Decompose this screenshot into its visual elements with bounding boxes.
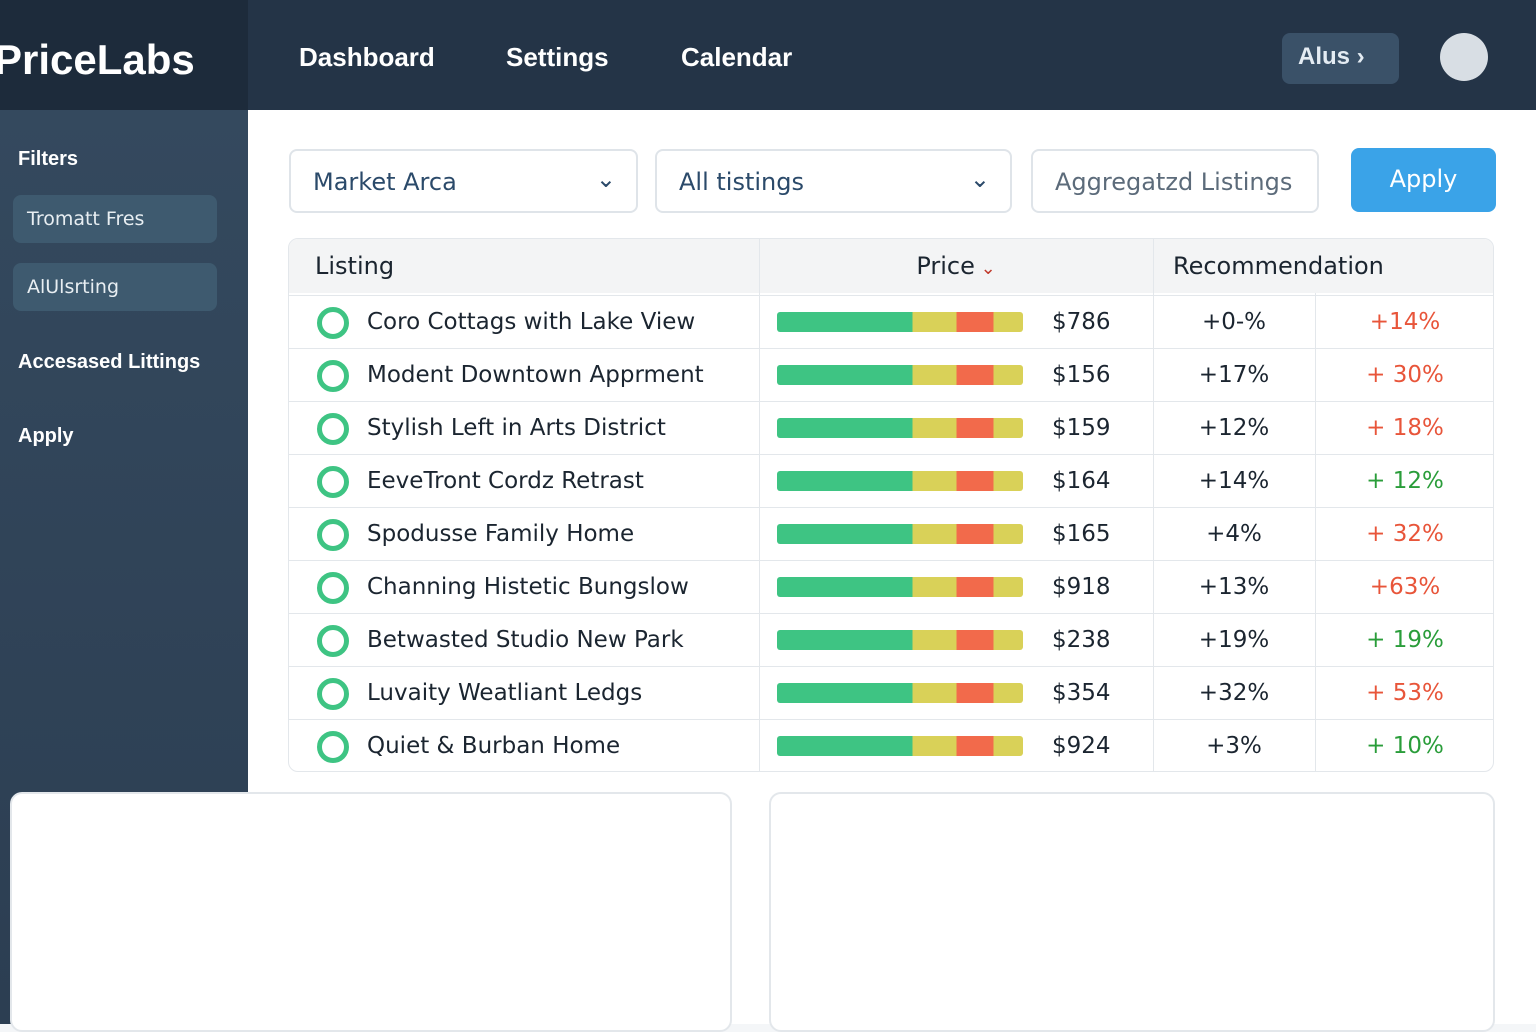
table-row[interactable]: Coro Cottags with Lake View $786 +0-% +14%: [289, 295, 1493, 348]
recommendation: +14%: [1369, 309, 1441, 335]
price: $918: [1052, 574, 1111, 600]
change: +19%: [1198, 627, 1270, 653]
sidebar-title: Filters: [18, 148, 79, 170]
price: $924: [1052, 733, 1111, 759]
listing-name: Spodusse Family Home: [367, 521, 635, 547]
column-divider: [1315, 293, 1316, 771]
dropdown-arrow: ⌄: [969, 165, 990, 193]
price-bar: [777, 418, 1023, 438]
listing-icon: [317, 678, 349, 710]
recommendation: + 10%: [1366, 733, 1444, 759]
listing-name: EeveTront Cordz Retrast: [367, 468, 644, 494]
table-row[interactable]: Channing Histetic Bungslow $918 +13% +63%: [289, 560, 1493, 613]
dropdown[interactable]: All tistings ⌄: [655, 149, 1012, 213]
change: +4%: [1206, 521, 1262, 547]
listing-icon: [317, 466, 349, 498]
listing-name: Luvaity Weatliant Ledgs: [367, 680, 643, 706]
dropdown-label: Market Arca: [313, 168, 457, 196]
nav-link[interactable]: Calendar: [681, 42, 793, 72]
header-cell: Recommendation: [1153, 239, 1493, 293]
change: +0-%: [1201, 309, 1267, 335]
sidebar-link[interactable]: Apply: [18, 425, 74, 447]
listing-icon: [317, 360, 349, 392]
price: $165: [1052, 521, 1111, 547]
header-cell: Listing: [289, 239, 759, 293]
recommendation: + 32%: [1366, 521, 1444, 547]
table-row[interactable]: Luvaity Weatliant Ledgs $354 +32% + 53%: [289, 666, 1493, 719]
listing-name: Modent Downtown Apprment: [367, 362, 704, 388]
price: $786: [1052, 309, 1111, 335]
sidebar-filter[interactable]: Tromatt Fres: [13, 195, 217, 243]
recommendation: +63%: [1369, 574, 1441, 600]
price-bar: [777, 312, 1023, 332]
change: +13%: [1198, 574, 1270, 600]
table-row[interactable]: Spodusse Family Home $165 +4% + 32%: [289, 507, 1493, 560]
listing-icon: [317, 625, 349, 657]
sidebar-filter[interactable]: AlUlsrting: [13, 263, 217, 311]
chart-card: [769, 792, 1495, 1032]
chart-card: [10, 792, 732, 1032]
change: +32%: [1198, 680, 1270, 706]
price-bar: [777, 630, 1023, 650]
avatar[interactable]: [1440, 33, 1488, 81]
column-divider: [1153, 239, 1154, 771]
price: $159: [1052, 415, 1111, 441]
listing-name: Quiet & Burban Home: [367, 733, 621, 759]
recommendation: + 53%: [1366, 680, 1444, 706]
change: +12%: [1198, 415, 1270, 441]
listing-icon: [317, 572, 349, 604]
listing-icon: [317, 519, 349, 551]
apply-button[interactable]: Apply: [1351, 148, 1496, 212]
nav-link[interactable]: Settings: [506, 42, 609, 72]
user-button[interactable]: Alus ›: [1282, 33, 1399, 84]
table-row[interactable]: Modent Downtown Apprment $156 +17% + 30%: [289, 348, 1493, 401]
price-bar: [777, 577, 1023, 597]
price: $238: [1052, 627, 1111, 653]
price-bar: [777, 471, 1023, 491]
price: $156: [1052, 362, 1111, 388]
price-bar: [777, 365, 1023, 385]
recommendation: + 30%: [1366, 362, 1444, 388]
logo-area: [0, 0, 248, 110]
table-row[interactable]: EeveTront Cordz Retrast $164 +14% + 12%: [289, 454, 1493, 507]
table-row[interactable]: Betwasted Studio New Park $238 +19% + 19%: [289, 613, 1493, 666]
user-label: Alus: [1298, 43, 1351, 70]
price-bar: [777, 736, 1023, 756]
recommendation: + 12%: [1366, 468, 1444, 494]
listings-table: Listing Price ⌄ Recommendation Coro Cottags…: [288, 238, 1494, 772]
price: $354: [1052, 680, 1111, 706]
price-bar: [777, 524, 1023, 544]
header: [0, 0, 1536, 110]
price: $164: [1052, 468, 1111, 494]
listing-icon: [317, 413, 349, 445]
change: +17%: [1198, 362, 1270, 388]
logo[interactable]: PriceLabs: [0, 36, 195, 83]
listing-name: Stylish Left in Arts District: [367, 415, 666, 441]
dropdown-arrow: ⌄: [595, 165, 616, 193]
price-bar: [777, 683, 1023, 703]
nav-link[interactable]: Dashboard: [299, 42, 435, 72]
table-row[interactable]: Stylish Left in Arts District $159 +12% + 1…: [289, 401, 1493, 454]
listing-name: Channing Histetic Bungslow: [367, 574, 689, 600]
recommendation: + 19%: [1366, 627, 1444, 653]
header-cell: Price ⌄: [759, 239, 1153, 293]
column-divider: [759, 239, 760, 771]
listing-name: Coro Cottags with Lake View: [367, 309, 696, 335]
change: +3%: [1206, 733, 1262, 759]
recommendation: + 18%: [1366, 415, 1444, 441]
dropdown-label: All tistings: [679, 168, 804, 196]
change: +14%: [1198, 468, 1270, 494]
listing-icon: [317, 307, 349, 339]
search-input[interactable]: Aggregatzd Listings: [1031, 149, 1319, 213]
dropdown[interactable]: Market Arca ⌄: [289, 149, 638, 213]
sidebar-link[interactable]: Accesased Littings: [18, 351, 201, 373]
listing-icon: [317, 731, 349, 763]
header-label[interactable]: Price: [916, 252, 975, 280]
sort-icon[interactable]: ⌄: [974, 258, 996, 279]
listing-name: Betwasted Studio New Park: [367, 627, 684, 653]
table-row[interactable]: Quiet & Burban Home $924 +3% + 10%: [289, 719, 1493, 771]
